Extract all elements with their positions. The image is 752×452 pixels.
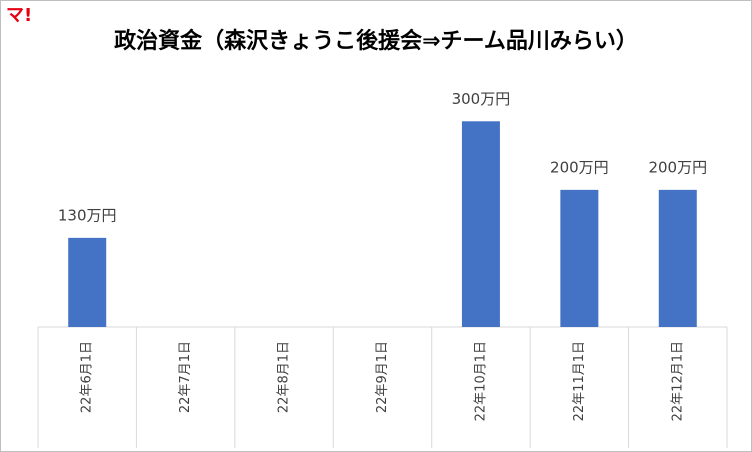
x-tick-label: 22年9月1日 <box>375 341 390 413</box>
value-label: 130万円 <box>58 206 117 224</box>
logo: マ! <box>6 5 32 26</box>
bar <box>560 189 599 327</box>
value-label: 200万円 <box>550 158 609 176</box>
bar <box>658 189 697 327</box>
chart-title: 政治資金（森沢きょうこ後援会⇒チーム品川みらい） <box>114 28 638 54</box>
x-tick-label: 22年7月1日 <box>178 341 193 413</box>
x-tick-label: 22年8月1日 <box>277 341 292 413</box>
x-tick-label: 22年12月1日 <box>670 341 685 421</box>
x-tick-label: 22年6月1日 <box>80 341 95 413</box>
bar <box>461 121 500 328</box>
value-label: 300万円 <box>452 90 511 108</box>
value-label: 200万円 <box>648 158 707 176</box>
x-tick-label: 22年11月1日 <box>572 341 587 421</box>
bar <box>68 237 107 327</box>
x-tick-label: 22年10月1日 <box>473 341 488 421</box>
